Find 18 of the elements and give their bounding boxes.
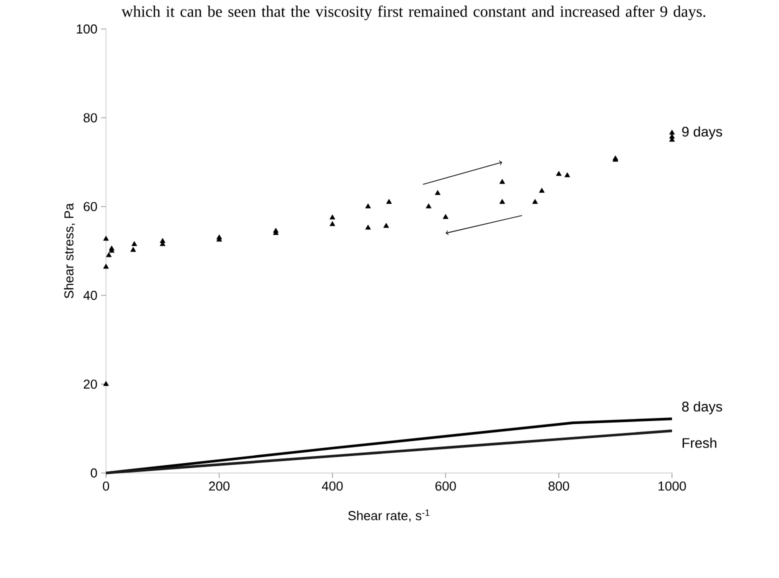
- x-tick-label: 400: [322, 482, 343, 491]
- y-tick-label: 60: [84, 202, 97, 212]
- y-tick-label: 0: [90, 468, 97, 478]
- y-axis-title: Shear stress, Pa: [64, 203, 76, 298]
- series-label: 9 days: [682, 126, 722, 140]
- x-tick-label: 600: [435, 482, 456, 491]
- x-axis-title: Shear rate, s$^{-1}$: [348, 510, 430, 522]
- y-tick-label: 100: [76, 24, 97, 34]
- x-tick-label: 800: [548, 482, 570, 491]
- text: which it can be seen that the viscosity first remained constant and increased after 9 days.: [122, 6, 706, 20]
- series-label: 8 days: [682, 401, 722, 414]
- y-tick-label: 80: [84, 113, 97, 122]
- y-tick-label: 20: [84, 380, 97, 389]
- x-tick-label: 0: [102, 482, 110, 491]
- y-tick-label: 40: [83, 290, 97, 300]
- x-tick-label: 200: [209, 482, 230, 491]
- x-tick-label: 1000: [658, 482, 686, 491]
- series-label: Fresh: [682, 438, 716, 448]
